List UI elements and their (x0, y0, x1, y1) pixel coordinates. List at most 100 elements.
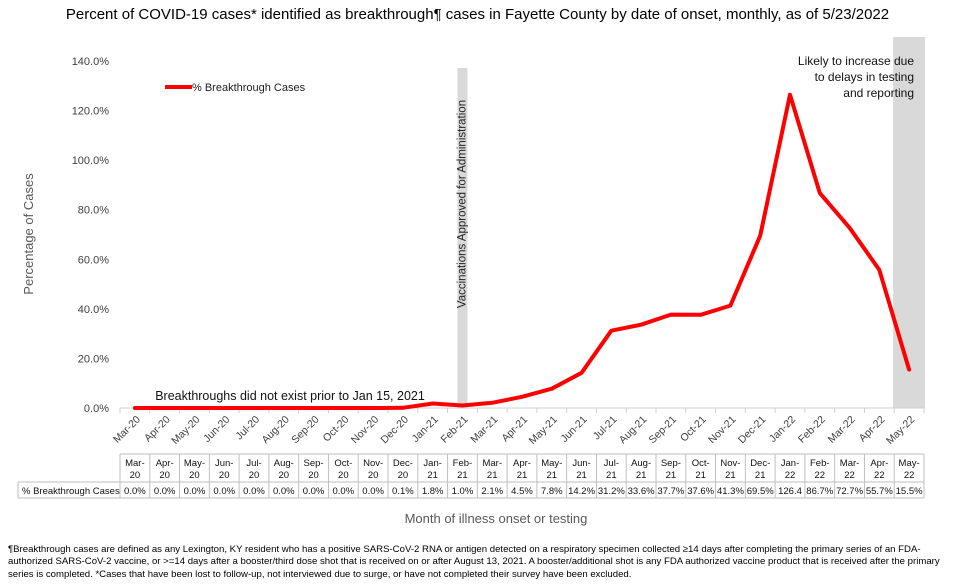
table-value-cell: 126.4 (778, 486, 802, 497)
table-header-year: 21 (457, 470, 468, 481)
data-point (222, 406, 226, 410)
y-tick-label: 140.0% (72, 56, 110, 68)
table-header-month: Apr- (156, 458, 174, 469)
table-header-cell: Apr-22 (870, 458, 888, 481)
table-header-year: 21 (546, 470, 557, 481)
x-tick-label: May-21 (527, 414, 560, 447)
table-value-cell: 4.5% (511, 486, 533, 497)
table-header-month: Jun- (215, 458, 233, 469)
table-header-cell: Mar-22 (840, 458, 860, 481)
data-point (758, 234, 762, 238)
data-point (252, 406, 256, 410)
table-header-year: 22 (844, 470, 855, 481)
table-header-year: 21 (517, 470, 528, 481)
data-point (847, 226, 852, 230)
table-header-year: 20 (368, 470, 379, 481)
x-tick-label: Jun-21 (558, 414, 589, 445)
y-tick-label: 60.0% (78, 254, 109, 266)
table-value-cell: 0.0% (362, 486, 384, 497)
table-header-cell: May-22 (899, 458, 920, 481)
table-header-cell: Aug-21 (631, 458, 651, 481)
data-point (341, 406, 345, 410)
x-tick-label: Apr-21 (499, 414, 530, 445)
recent-data-band (893, 37, 926, 408)
y-tick-label: 100.0% (72, 155, 110, 167)
chart-title: Percent of COVID-19 cases* identified as… (65, 6, 890, 23)
table-header-cell: Nov-21 (720, 458, 740, 481)
table-value-cell: 1.8% (422, 486, 444, 497)
x-tick-label: Dec-21 (736, 414, 769, 447)
table-header-month: Feb- (810, 458, 830, 469)
table-header-year: 20 (189, 470, 200, 481)
data-point (520, 395, 524, 399)
likely-increase-line: to delays in testing (815, 70, 914, 84)
table-header-month: Oct- (692, 458, 710, 469)
table-header-month: Sep- (661, 458, 681, 469)
table-header-year: 21 (427, 470, 438, 481)
table-header-month: Dec- (750, 458, 770, 469)
table-value-cell: 41.3% (717, 486, 744, 497)
x-tick-label: Aug-21 (617, 414, 650, 447)
data-point (818, 191, 822, 195)
table-header-cell: Dec-20 (393, 458, 413, 481)
table-header-cell: Apr-20 (156, 458, 174, 481)
x-tick-label: Feb-22 (796, 414, 828, 446)
table-value-cell: 15.5% (896, 486, 923, 497)
x-tick-label: Oct-21 (678, 414, 709, 445)
table-header-month: Nov- (720, 458, 740, 469)
table-header-cell: Jul-21 (604, 458, 619, 481)
table-value-cell: 2.1% (481, 486, 503, 497)
table-header-cell: Feb-21 (453, 458, 473, 481)
table-value-cell: 1.0% (452, 486, 474, 497)
table-header-month: May- (541, 458, 562, 469)
vaccination-band (457, 68, 468, 408)
data-point (579, 371, 584, 375)
table-header-month: Nov- (363, 458, 383, 469)
table-header-cell: Oct-21 (692, 458, 710, 481)
table-value-cell: 0.0% (154, 486, 176, 497)
x-tick-label: Mar-21 (468, 414, 500, 446)
y-tick-label: 80.0% (78, 205, 109, 217)
data-point (163, 406, 167, 410)
table-header-month: May- (899, 458, 920, 469)
data-point (609, 329, 613, 333)
likely-increase-annotation: Likely to increase due to delays in testi… (798, 54, 914, 100)
table-header-year: 21 (695, 470, 706, 481)
x-tick-label: Jun-20 (201, 414, 232, 445)
table-header-month: Jan- (781, 458, 799, 469)
data-point (431, 401, 435, 406)
table-header-cell: Sep-21 (661, 458, 681, 481)
table-header-cell: Mar-21 (482, 458, 502, 481)
table-value-cell: 0.0% (273, 486, 295, 497)
table-header-month: Mar- (482, 458, 502, 469)
y-tick-label: 40.0% (78, 304, 109, 316)
table-header-month: Jul- (246, 458, 261, 469)
table-header-cell: May-20 (184, 458, 205, 481)
table-value-cell: 0.0% (184, 486, 206, 497)
table-header-year: 21 (487, 470, 498, 481)
table-header-year: 20 (278, 470, 289, 481)
table-header-month: Mar- (840, 458, 860, 469)
table-value-cell: 0.0% (303, 486, 325, 497)
table-header-year: 22 (874, 470, 885, 481)
y-tick-label: 20.0% (78, 353, 109, 365)
x-tick-label: Mar-22 (826, 414, 858, 446)
table-header-year: 20 (130, 470, 141, 481)
data-point (490, 401, 494, 405)
x-axis-label: Month of illness onset or testing (405, 511, 588, 526)
table-value-cell: 31.2% (598, 486, 625, 497)
table-value-cell: 0.0% (243, 486, 265, 497)
footnote: ¶Breakthrough cases are defined as any L… (8, 544, 940, 580)
table-header-year: 21 (755, 470, 766, 481)
table-value-cell: 0.0% (333, 486, 355, 497)
likely-increase-line: and reporting (843, 86, 914, 100)
data-point (639, 323, 643, 327)
data-point (550, 387, 554, 391)
y-tick-label: 0.0% (84, 403, 109, 415)
table-value-cell: 0.0% (213, 486, 235, 497)
x-tick-label: Sep-20 (289, 414, 322, 447)
table-value-cell: 33.6% (628, 486, 655, 497)
legend-label: % Breakthrough Cases (192, 82, 306, 94)
table-header-year: 20 (219, 470, 230, 481)
table-header-year: 20 (398, 470, 409, 481)
